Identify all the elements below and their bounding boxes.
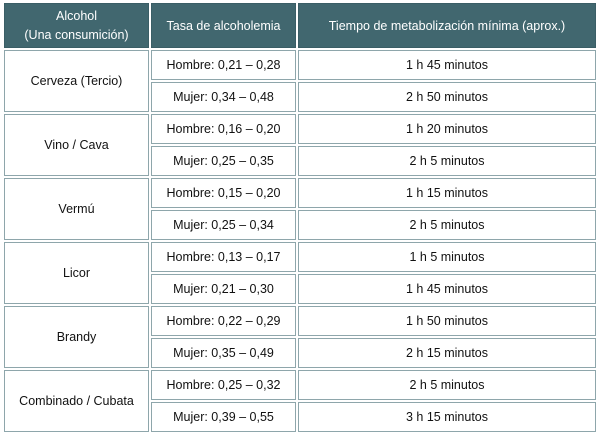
men-time: 1 h 5 minutos [298, 242, 596, 272]
table-row: Mujer: 0,39 – 0,55 3 h 15 minutos [4, 402, 596, 432]
table-row: Vermú Hombre: 0,15 – 0,20 1 h 15 minutos [4, 178, 596, 240]
women-time: 3 h 15 minutos [298, 402, 596, 432]
women-rate: Mujer: 0,25 – 0,34 [151, 210, 296, 240]
header-alcohol-line1: Alcohol [56, 8, 97, 23]
men-time: 1 h 50 minutos [298, 306, 596, 336]
table-row: Vino / Cava Hombre: 0,16 – 0,20 1 h 20 m… [4, 114, 596, 176]
header-alcohol-rate: Tasa de alcoholemia [151, 3, 296, 48]
men-rate: Hombre: 0,22 – 0,29 [151, 306, 296, 336]
women-rate: Mujer: 0,34 – 0,48 [151, 82, 296, 112]
men-rate: Hombre: 0,21 – 0,28 [151, 50, 296, 80]
table-row: Cerveza (Tercio) Hombre: 0,21 – 0,28 1 h… [4, 50, 596, 112]
drink-name: Combinado / Cubata [4, 370, 149, 432]
table-row: Mujer: 0,34 – 0,48 2 h 50 minutos [4, 82, 596, 112]
drink-name: Licor [4, 242, 149, 304]
table-row: Mujer: 0,25 – 0,34 2 h 5 minutos [4, 210, 596, 240]
drink-name: Cerveza (Tercio) [4, 50, 149, 112]
men-time: 2 h 5 minutos [298, 370, 596, 400]
drink-name: Vino / Cava [4, 114, 149, 176]
women-time: 2 h 15 minutos [298, 338, 596, 368]
women-time: 2 h 5 minutos [298, 210, 596, 240]
header-metabolization-time: Tiempo de metabolización mínima (aprox.) [298, 3, 596, 48]
header-alcohol-line2: (Una consumición) [24, 27, 129, 42]
drink-name: Vermú [4, 178, 149, 240]
drink-name: Brandy [4, 306, 149, 368]
men-time: 1 h 20 minutos [298, 114, 596, 144]
men-time: 1 h 15 minutos [298, 178, 596, 208]
men-rate: Hombre: 0,16 – 0,20 [151, 114, 296, 144]
women-time: 1 h 45 minutos [298, 274, 596, 304]
men-time: 1 h 45 minutos [298, 50, 596, 80]
women-rate: Mujer: 0,25 – 0,35 [151, 146, 296, 176]
men-rate: Hombre: 0,13 – 0,17 [151, 242, 296, 272]
women-rate: Mujer: 0,39 – 0,55 [151, 402, 296, 432]
table-row: Mujer: 0,25 – 0,35 2 h 5 minutos [4, 146, 596, 176]
table-header-row: Alcohol (Una consumición) Tasa de alcoho… [4, 3, 596, 48]
table-row: Combinado / Cubata Hombre: 0,25 – 0,32 2… [4, 370, 596, 432]
women-time: 2 h 50 minutos [298, 82, 596, 112]
women-rate: Mujer: 0,35 – 0,49 [151, 338, 296, 368]
table-row: Brandy Hombre: 0,22 – 0,29 1 h 50 minuto… [4, 306, 596, 368]
men-rate: Hombre: 0,15 – 0,20 [151, 178, 296, 208]
header-alcohol: Alcohol (Una consumición) [4, 3, 149, 48]
men-rate: Hombre: 0,25 – 0,32 [151, 370, 296, 400]
women-time: 2 h 5 minutos [298, 146, 596, 176]
table-row: Licor Hombre: 0,13 – 0,17 1 h 5 minutos [4, 242, 596, 304]
table-row: Mujer: 0,21 – 0,30 1 h 45 minutos [4, 274, 596, 304]
table-row: Mujer: 0,35 – 0,49 2 h 15 minutos [4, 338, 596, 368]
women-rate: Mujer: 0,21 – 0,30 [151, 274, 296, 304]
